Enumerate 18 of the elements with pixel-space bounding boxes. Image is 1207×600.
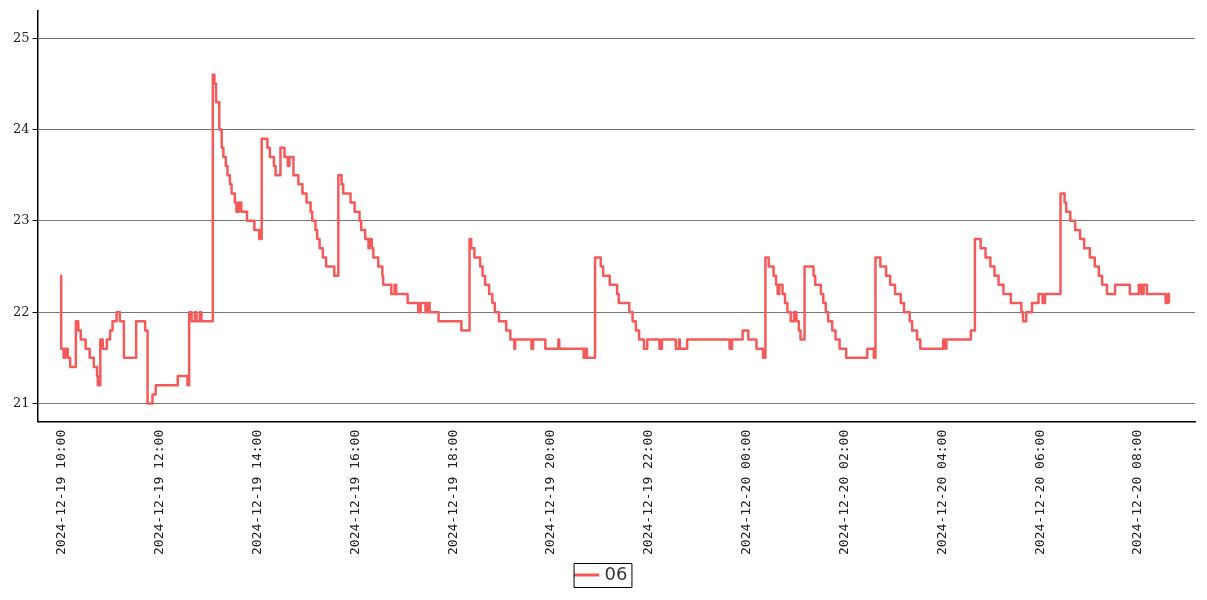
x-tick-label: 2024-12-19 12:00 xyxy=(151,429,167,556)
x-tick-label: 2024-12-19 10:00 xyxy=(53,429,69,556)
x-tick-label: 2024-12-19 14:00 xyxy=(249,429,264,556)
x-tick-label: 2024-12-19 20:00 xyxy=(542,429,558,556)
y-tick-label: 21 xyxy=(13,394,30,410)
x-tick-label: 2024-12-20 08:00 xyxy=(1129,429,1145,556)
y-tick-label: 23 xyxy=(13,212,30,228)
legend-label: 06 xyxy=(604,562,628,584)
y-tick-label: 25 xyxy=(13,29,30,45)
x-tick-label: 2024-12-20 04:00 xyxy=(933,429,949,556)
y-tick-label: 24 xyxy=(13,120,30,136)
x-tick-label: 2024-12-20 02:00 xyxy=(835,429,851,556)
x-tick-label: 2024-12-19 22:00 xyxy=(640,429,656,556)
x-tick-label: 2024-12-20 00:00 xyxy=(738,429,754,556)
x-tick-label: 2024-12-20 06:00 xyxy=(1031,429,1047,556)
y-tick-label: 22 xyxy=(13,303,30,319)
x-tick-label: 2024-12-19 16:00 xyxy=(346,429,362,556)
x-tick-label: 2024-12-19 18:00 xyxy=(444,429,460,556)
